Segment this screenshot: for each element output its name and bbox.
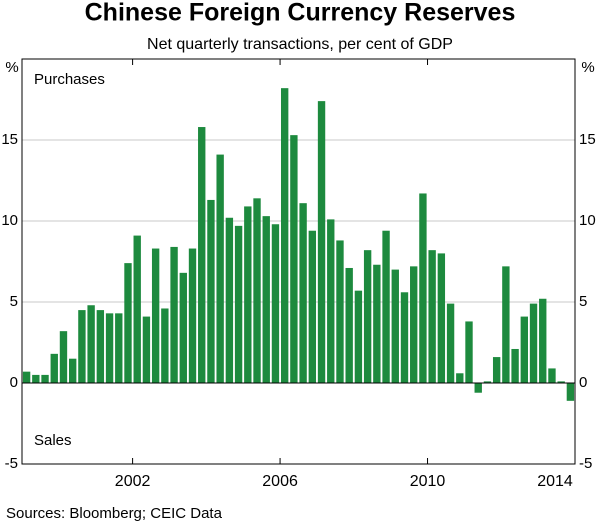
bar <box>96 310 105 383</box>
y-tick-label: -5 <box>5 455 18 472</box>
bar <box>557 381 565 383</box>
bar <box>354 290 363 383</box>
bar <box>539 298 547 383</box>
y-tick-label-right: 0 <box>579 374 587 391</box>
bar <box>151 248 160 383</box>
bar <box>428 250 436 383</box>
bar <box>161 308 169 383</box>
bar <box>41 374 49 383</box>
bar <box>170 246 178 383</box>
bar <box>520 316 528 383</box>
bar <box>234 225 243 383</box>
bar <box>299 203 307 383</box>
x-tick-label: 2006 <box>262 473 298 490</box>
chart-subtitle: Net quarterly transactions, per cent of … <box>147 36 453 53</box>
bar <box>419 193 427 383</box>
bar <box>207 199 215 383</box>
y-tick-label: 15 <box>1 131 18 148</box>
bar <box>308 230 317 383</box>
bar <box>50 353 58 383</box>
x-tick-label: 2002 <box>115 473 151 490</box>
bar <box>502 266 510 383</box>
y-tick-label-right: -5 <box>579 455 592 472</box>
bar <box>446 303 455 383</box>
source: Sources: Bloomberg; CEIC Data <box>6 505 223 522</box>
annotation: Sales <box>34 432 72 449</box>
chart-title: Chinese Foreign Currency Reserves <box>85 0 516 27</box>
bar <box>225 217 234 383</box>
bar <box>474 383 482 393</box>
bar <box>69 358 77 383</box>
bar <box>32 374 40 383</box>
y-tick-label-right: 5 <box>579 293 587 310</box>
bar <box>465 321 473 383</box>
y-unit-left: % <box>5 59 18 76</box>
bar <box>336 240 344 383</box>
bar <box>244 206 252 383</box>
bar <box>511 348 519 383</box>
bar <box>142 316 151 383</box>
bar <box>317 101 326 384</box>
bar <box>198 127 206 383</box>
bar <box>345 267 353 383</box>
y-tick-label: 10 <box>1 212 18 229</box>
bar <box>87 305 95 383</box>
bar <box>548 368 556 383</box>
bar <box>262 216 270 383</box>
bar <box>271 224 280 383</box>
x-tick-label: 2014 <box>537 473 573 490</box>
bar <box>22 371 31 383</box>
bar <box>115 313 123 383</box>
bar <box>391 269 399 383</box>
x-tick-label: 2010 <box>410 473 446 490</box>
bar <box>280 88 289 383</box>
bar <box>529 303 538 383</box>
bar <box>216 154 224 383</box>
y-tick-label-right: 10 <box>579 212 596 229</box>
bar <box>179 272 187 383</box>
bar <box>188 248 197 383</box>
bar <box>437 253 446 383</box>
bar <box>105 313 114 383</box>
bar <box>59 331 68 383</box>
bar <box>373 264 381 383</box>
bar <box>400 292 409 383</box>
y-tick-label: 0 <box>10 374 18 391</box>
y-tick-label-right: 15 <box>579 131 596 148</box>
bar <box>78 310 86 383</box>
bar <box>492 357 501 383</box>
y-unit-right: % <box>581 59 594 76</box>
bar <box>456 373 464 383</box>
bar <box>363 250 372 383</box>
bar <box>382 230 390 383</box>
bar <box>290 135 298 383</box>
plot-frame <box>21 58 576 465</box>
bar <box>410 266 418 383</box>
annotation: Purchases <box>34 71 105 88</box>
bar <box>133 235 141 383</box>
bar <box>566 383 575 401</box>
bar <box>124 263 132 383</box>
bar <box>483 381 492 383</box>
bar <box>253 198 261 383</box>
y-tick-label: 5 <box>10 293 18 310</box>
bar <box>327 219 335 383</box>
